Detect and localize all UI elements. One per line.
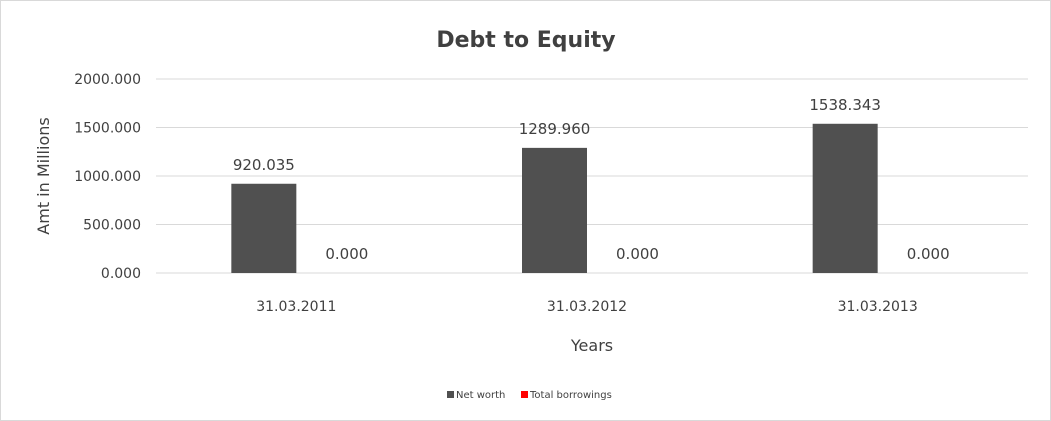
x-tick-label: 31.03.2013 — [838, 299, 918, 315]
data-label: 920.035 — [233, 156, 295, 174]
data-label: 0.000 — [907, 245, 950, 263]
x-axis-label: Years — [570, 336, 613, 355]
data-label: 0.000 — [616, 245, 659, 263]
y-tick-label: 1500.000 — [74, 121, 141, 137]
y-tick-label: 2000.000 — [74, 72, 141, 88]
y-tick-label: 500.000 — [83, 218, 141, 234]
y-axis-label: Amt in Millions — [34, 117, 53, 234]
legend-label: Net worth — [456, 390, 505, 401]
bar-net-worth — [522, 147, 587, 273]
chart-title: Debt to Equity — [436, 28, 615, 53]
y-tick-label: 0.000 — [101, 266, 141, 282]
legend-swatch — [521, 391, 528, 398]
legend-label: Total borrowings — [529, 390, 612, 401]
data-label: 0.000 — [325, 245, 368, 263]
data-label: 1538.343 — [809, 96, 881, 114]
y-tick-label: 1000.000 — [74, 169, 141, 185]
bar-net-worth — [231, 183, 297, 273]
data-label: 1289.960 — [519, 120, 591, 138]
bar-net-worth — [812, 123, 878, 273]
x-tick-label: 31.03.2012 — [547, 299, 627, 315]
legend-swatch — [447, 391, 454, 398]
x-tick-label: 31.03.2011 — [256, 299, 336, 315]
